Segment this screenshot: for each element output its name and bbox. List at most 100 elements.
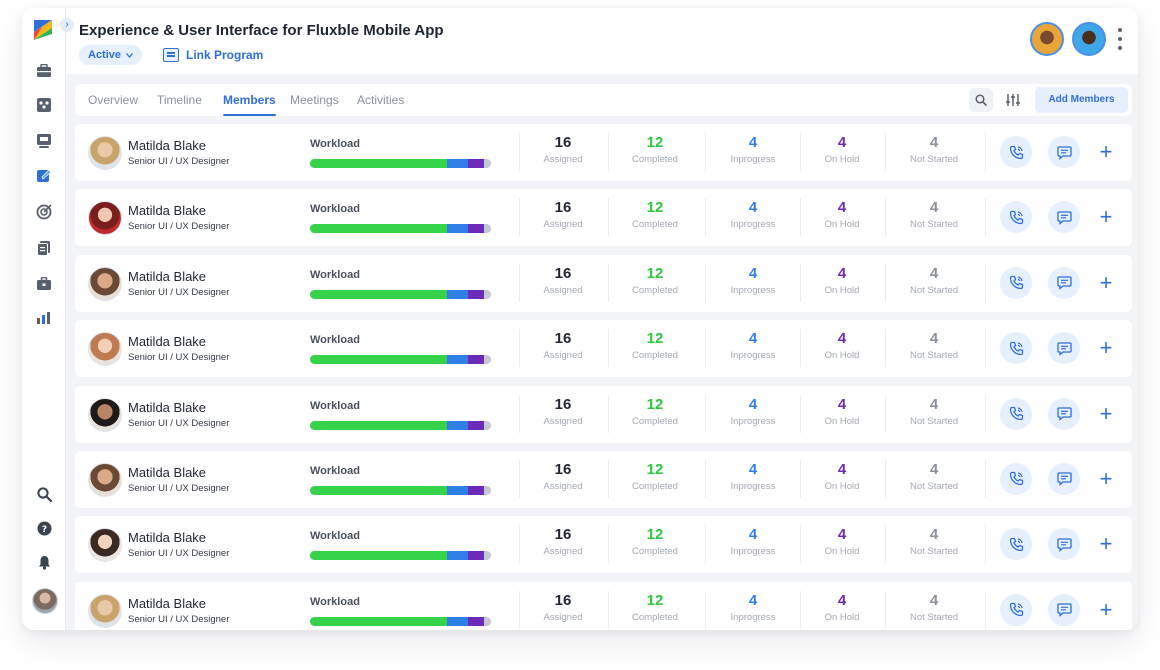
member-avatar[interactable]	[88, 136, 122, 170]
message-button[interactable]	[1048, 201, 1080, 234]
add-task-button[interactable]: +	[1099, 204, 1113, 230]
collaborator-avatar[interactable]	[1030, 22, 1064, 56]
completed-count: 12	[646, 330, 664, 348]
search-button[interactable]	[969, 88, 993, 112]
add-members-button[interactable]: Add Members	[1035, 87, 1128, 113]
tab-overview[interactable]: Overview	[88, 93, 139, 107]
onhold-count: 4	[837, 591, 847, 609]
add-task-button[interactable]: +	[1099, 465, 1113, 491]
workload-completed-segment	[310, 616, 447, 626]
phone-icon	[1009, 603, 1023, 617]
portfolio-icon[interactable]	[36, 276, 52, 292]
message-button[interactable]	[1048, 397, 1080, 430]
completed-count: 12	[646, 526, 664, 544]
app-logo[interactable]	[34, 20, 52, 40]
member-role: Senior UI / UX Designer	[128, 221, 230, 233]
call-button[interactable]	[1000, 266, 1032, 299]
onhold-stat: 4 On Hold	[810, 591, 874, 630]
workload-bar	[310, 551, 491, 561]
call-button[interactable]	[1000, 397, 1032, 430]
workload-bar	[310, 420, 491, 430]
chart-icon[interactable]	[36, 310, 52, 326]
filter-button[interactable]	[1001, 88, 1025, 112]
status-dropdown[interactable]: Active	[79, 45, 143, 65]
workload-label: Workload	[310, 138, 360, 150]
member-avatar[interactable]	[88, 266, 122, 301]
notstarted-label: Not Started	[909, 611, 959, 623]
member-role: Senior UI / UX Designer	[128, 156, 230, 167]
inprogress-count: 4	[748, 330, 758, 348]
message-button[interactable]	[1048, 528, 1080, 561]
tab-timeline[interactable]: Timeline	[157, 93, 202, 107]
workload-inprogress-segment	[446, 616, 469, 626]
call-button[interactable]	[1000, 528, 1032, 561]
chat-icon	[1056, 276, 1072, 291]
notstarted-stat: 4 Not Started	[897, 198, 971, 238]
member-role: Senior UI / UX Designer	[128, 482, 230, 494]
message-button[interactable]	[1048, 266, 1080, 299]
member-avatar[interactable]	[88, 201, 122, 236]
assigned-stat: 16 Assigned	[531, 198, 595, 238]
edit-icon[interactable]	[36, 168, 52, 184]
inprogress-label: Inprogress	[730, 219, 776, 231]
tab-activities[interactable]: Activities	[357, 93, 405, 107]
completed-stat: 12 Completed	[623, 264, 687, 304]
add-task-button[interactable]: +	[1099, 596, 1113, 622]
workload-completed-segment	[310, 289, 447, 299]
assigned-stat: 16 Assigned	[531, 133, 595, 173]
member-avatar[interactable]	[88, 462, 122, 497]
onhold-count: 4	[837, 199, 847, 217]
inprogress-count: 4	[748, 395, 758, 413]
program-icon	[163, 48, 179, 62]
workload-bar	[310, 159, 491, 168]
bell-icon[interactable]	[36, 554, 52, 570]
onhold-count: 4	[837, 526, 847, 544]
collaborator-avatar[interactable]	[1072, 22, 1106, 56]
member-avatar[interactable]	[88, 593, 122, 628]
inprogress-stat: 4 Inprogress	[721, 591, 785, 630]
call-button[interactable]	[1000, 332, 1032, 365]
message-button[interactable]	[1048, 332, 1080, 365]
target-icon[interactable]	[36, 204, 52, 220]
inprogress-stat: 4 Inprogress	[721, 395, 785, 435]
add-task-button[interactable]: +	[1099, 400, 1113, 426]
add-task-button[interactable]: +	[1099, 269, 1113, 295]
completed-count: 12	[646, 460, 664, 478]
member-avatar[interactable]	[88, 528, 122, 563]
add-task-button[interactable]: +	[1099, 531, 1113, 557]
notstarted-stat: 4 Not Started	[897, 264, 971, 304]
tab-members[interactable]: Members	[223, 84, 276, 116]
call-button[interactable]	[1000, 593, 1032, 626]
link-program-button[interactable]: Link Program	[163, 46, 263, 64]
notstarted-count: 4	[929, 395, 939, 413]
workload-inprogress-segment	[446, 289, 469, 299]
call-button[interactable]	[1000, 201, 1032, 234]
inprogress-label: Inprogress	[730, 611, 776, 623]
assigned-label: Assigned	[543, 546, 583, 558]
member-row: Matilda Blake Senior UI / UX Designer Wo…	[75, 581, 1132, 630]
add-task-button[interactable]: +	[1099, 335, 1113, 361]
expand-sidebar-icon[interactable]: ›	[60, 18, 74, 32]
message-button[interactable]	[1048, 462, 1080, 495]
add-task-button[interactable]: +	[1099, 139, 1113, 164]
message-button[interactable]	[1048, 593, 1080, 626]
sliders-icon	[1006, 94, 1020, 106]
more-options-icon[interactable]	[1116, 28, 1124, 50]
member-avatar[interactable]	[88, 332, 122, 367]
user-avatar[interactable]	[32, 588, 58, 614]
board-icon[interactable]	[36, 133, 52, 149]
workload-completed-segment	[310, 355, 447, 365]
tab-meetings[interactable]: Meetings	[290, 93, 339, 107]
search-icon[interactable]	[36, 486, 52, 502]
documents-icon[interactable]	[36, 240, 52, 256]
member-name: Matilda Blake	[128, 203, 207, 219]
member-avatar[interactable]	[88, 397, 122, 432]
call-button[interactable]	[1000, 136, 1032, 168]
call-button[interactable]	[1000, 462, 1032, 495]
phone-icon	[1009, 276, 1023, 290]
briefcase-icon[interactable]	[36, 63, 52, 79]
help-icon[interactable]: ?	[36, 520, 52, 536]
message-button[interactable]	[1048, 136, 1080, 168]
team-icon[interactable]	[36, 97, 52, 113]
page-title: Experience & User Interface for Fluxble …	[79, 22, 444, 39]
